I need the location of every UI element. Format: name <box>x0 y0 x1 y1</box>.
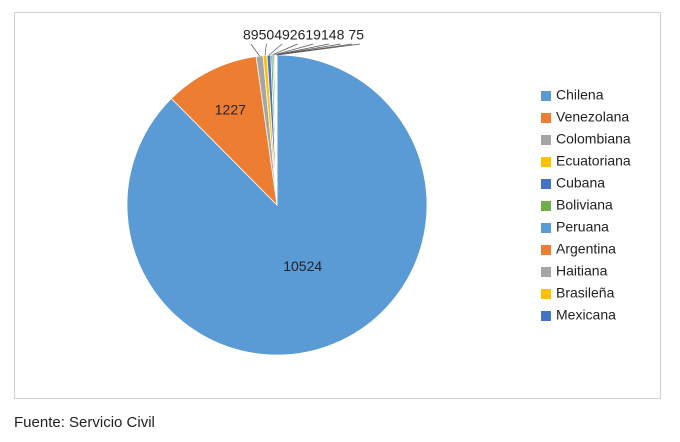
leader-line <box>273 43 314 56</box>
data-label: 14 <box>321 27 337 43</box>
legend-swatch <box>541 113 551 123</box>
data-label: 89 <box>243 27 259 43</box>
legend-label: Boliviana <box>556 197 613 213</box>
legend-label: Cubana <box>556 175 605 191</box>
legend-swatch <box>541 223 551 233</box>
pie-slice <box>170 56 278 207</box>
legend-label: Venezolana <box>556 109 629 125</box>
leader-line <box>268 43 283 56</box>
legend-label: Chilena <box>556 87 604 103</box>
legend-swatch <box>541 289 551 299</box>
legend-swatch <box>541 267 551 277</box>
legend-swatch <box>541 179 551 189</box>
data-label: 49 <box>274 27 290 43</box>
legend-swatch <box>541 157 551 167</box>
data-label: 26 <box>290 27 306 43</box>
legend-swatch <box>541 135 551 145</box>
legend-label: Ecuatoriana <box>556 153 631 169</box>
data-label: 19 <box>305 27 321 43</box>
data-label: 8 <box>337 27 345 43</box>
data-label: 1227 <box>215 102 246 118</box>
legend-label: Haitiana <box>556 263 608 279</box>
leader-line <box>264 43 267 56</box>
legend-swatch <box>541 311 551 321</box>
data-label: 7 <box>348 27 356 43</box>
leader-line <box>274 43 329 56</box>
legend-swatch <box>541 245 551 255</box>
data-label: 5 <box>356 27 364 43</box>
legend-label: Argentina <box>556 241 616 257</box>
legend-label: Peruana <box>556 219 609 235</box>
data-label: 50 <box>259 27 275 43</box>
legend-swatch <box>541 201 551 211</box>
leader-line <box>276 43 361 56</box>
legend-label: Brasileña <box>556 285 615 301</box>
legend-label: Mexicana <box>556 307 616 323</box>
legend-label: Colombiana <box>556 131 631 147</box>
leader-line <box>271 43 298 56</box>
legend-swatch <box>541 91 551 101</box>
data-label: 10524 <box>283 258 322 274</box>
leader-line <box>250 43 260 57</box>
source-note: Fuente: Servicio Civil <box>14 414 155 431</box>
